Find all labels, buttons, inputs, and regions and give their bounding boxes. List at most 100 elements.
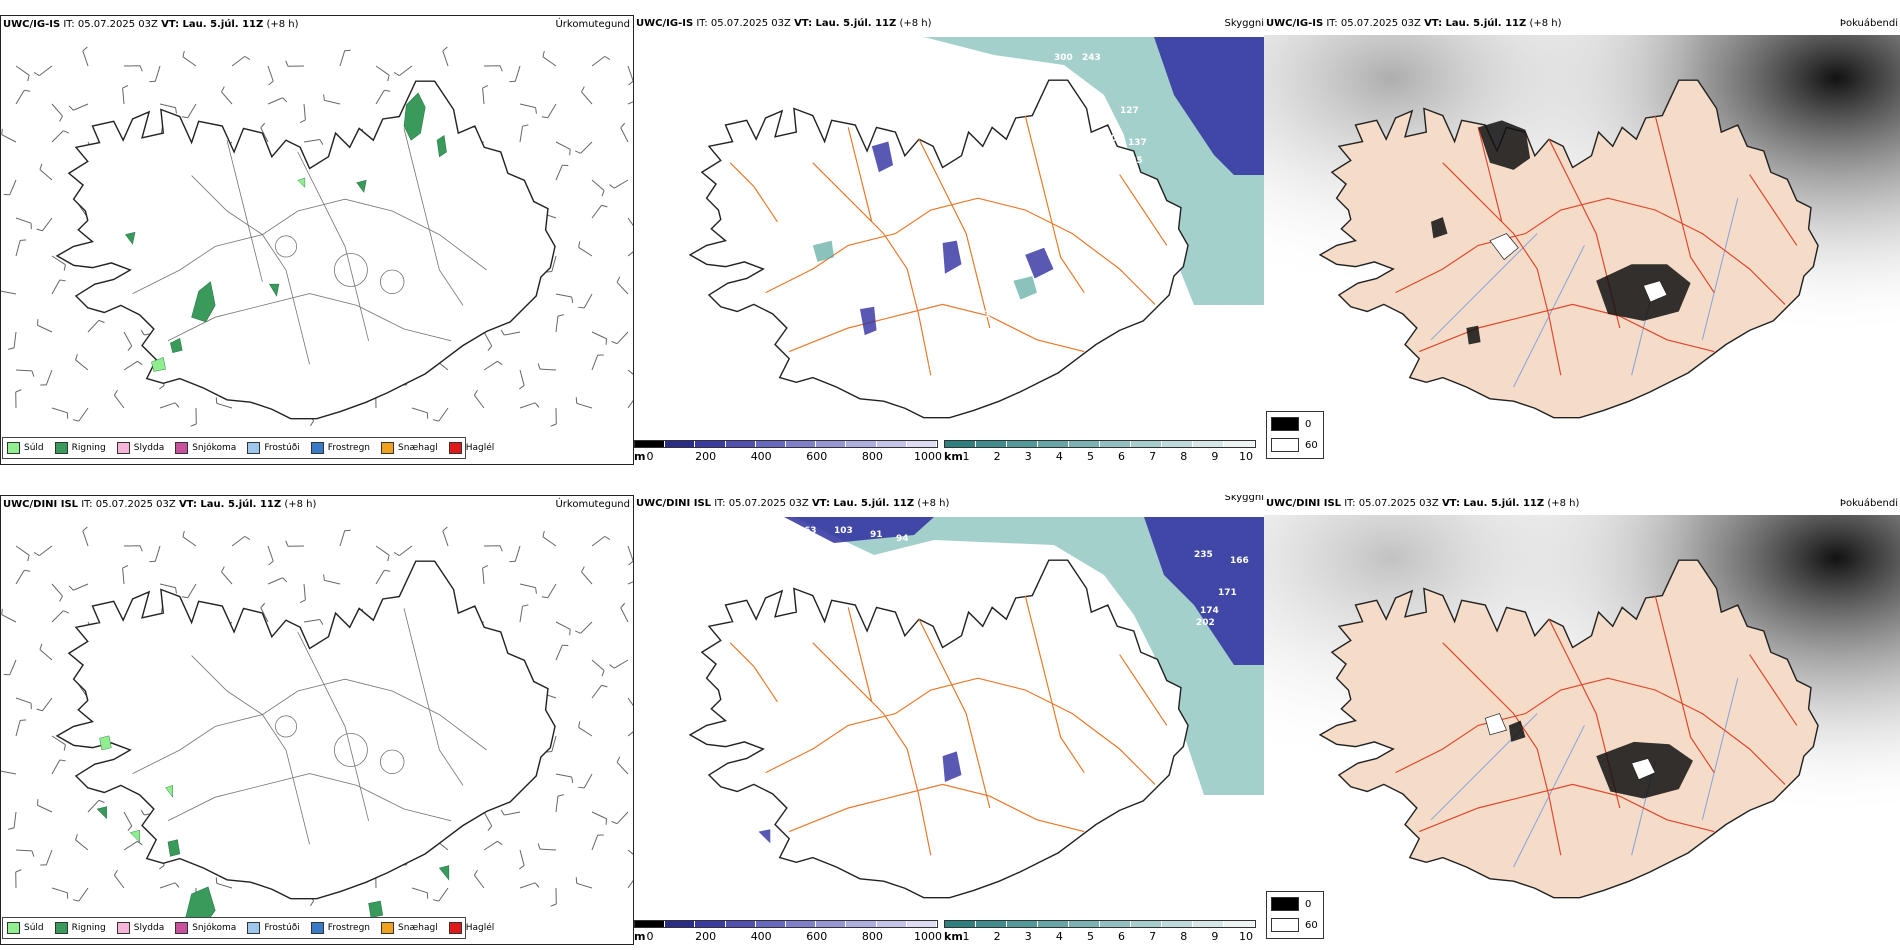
wind-barb (483, 331, 493, 347)
wind-barb (583, 293, 593, 309)
wind-barb-flag (535, 107, 537, 114)
wind-barb-flag (578, 241, 581, 248)
wind-barb-flag (137, 360, 143, 366)
wind-barb (482, 568, 485, 585)
fog-panel-top: UWC/IG-IS IT: 05.07.2025 03Z VT: Lau. 5.… (1264, 15, 1900, 465)
precip-map (1, 46, 633, 427)
legend-swatch (175, 922, 189, 934)
colorbar-tick: 800 (861, 930, 883, 943)
wind-barb (1, 290, 17, 295)
wind-barb-flag (616, 276, 621, 283)
wind-barb (123, 811, 133, 827)
wind-barb (583, 773, 593, 789)
wind-barb (51, 610, 64, 623)
wind-barb-flag (482, 564, 489, 569)
cloudbase-value: 171 (1218, 588, 1237, 598)
cloudbase-colorbar: m 0 200 400 600 800 1000 (634, 440, 944, 465)
wind-barb-flag (268, 80, 274, 86)
wind-barb-flag (15, 869, 22, 873)
wind-barb (159, 882, 176, 889)
colorbar-tick: 800 (861, 450, 883, 463)
legend-item: Slydda (116, 922, 164, 934)
wind-barb-flag (571, 776, 574, 784)
wind-barb (51, 130, 64, 143)
wind-barb (627, 251, 633, 257)
wind-barb-flag (537, 363, 541, 370)
wind-barb (581, 571, 593, 585)
wind-barb-flag (139, 545, 143, 552)
wind-barb (123, 331, 133, 347)
wind-barb-flag (113, 869, 118, 876)
cloudbase-value: 127 (1120, 106, 1139, 116)
wind-barb (15, 849, 33, 852)
wind-barb-flag (82, 46, 88, 52)
wind-barb-flag (534, 882, 540, 888)
colorbar-tick: 10 (1239, 930, 1253, 943)
wind-barb (75, 359, 89, 371)
colorbar-cell (695, 441, 726, 447)
wind-barb (154, 65, 161, 82)
unit-label: km (944, 450, 963, 463)
wind-barb-flag (497, 360, 503, 366)
wind-barb-flag (268, 560, 274, 566)
wind-barb-flag (393, 552, 400, 557)
wind-barb-flag (384, 569, 391, 572)
legend-label: Haglél (465, 443, 495, 453)
unit-label: km (944, 930, 963, 943)
wind-barb-flag (442, 46, 448, 52)
colorbar-cell (1100, 441, 1131, 447)
legend-label: Frostregn (327, 443, 371, 453)
wind-barb-flag (537, 843, 541, 850)
wind-barb (627, 849, 633, 855)
wind-barb-flag (522, 124, 529, 127)
legend-item: Frostúði (247, 922, 300, 934)
wind-barb (260, 607, 269, 623)
wind-barb (555, 621, 571, 630)
wind-barb (442, 50, 449, 67)
wind-barb (216, 402, 233, 409)
cloudbase-value: 235 (1194, 550, 1213, 560)
wind-barb-flag (319, 139, 324, 145)
wind-barb (519, 103, 536, 109)
legend-label: Haglél (465, 923, 495, 933)
legend-label: 0 (1305, 418, 1312, 430)
legend-item: Snæhagl (381, 922, 438, 934)
wind-barb (113, 874, 125, 889)
wind-barb (51, 887, 68, 894)
wind-barb (591, 834, 599, 851)
wind-barb (555, 141, 571, 150)
wind-barb-flag (221, 86, 225, 93)
cloudbase-value: 91 (870, 530, 883, 540)
legend-label: Súld (24, 923, 44, 933)
wind-barb-flag (59, 595, 63, 602)
wind-barb-flag (609, 184, 615, 189)
legend-item: Súld (7, 442, 44, 454)
wind-barb-flag (387, 75, 390, 82)
wind-barb (13, 811, 17, 828)
legend-swatch (116, 442, 130, 454)
colorbar-tick: 200 (695, 450, 717, 463)
wind-barb-flag (601, 190, 605, 197)
wind-barb-flag (542, 50, 545, 57)
wind-barb (627, 399, 633, 409)
colorbar-tick: 1 (962, 930, 970, 943)
colorbar-cell (876, 921, 907, 927)
colorbar-cell (725, 921, 756, 927)
wind-barb-flag (182, 530, 185, 537)
wind-barb-flag (59, 759, 66, 762)
colorbar-cell (1038, 441, 1069, 447)
wind-barb (123, 840, 138, 851)
wind-barb-flag (601, 684, 608, 688)
colorbar-cell (1193, 921, 1224, 927)
cloudbase-value: 276 (1062, 600, 1081, 610)
wind-barb (159, 402, 176, 409)
wind-barb (627, 65, 633, 82)
wind-barb (438, 407, 449, 422)
legend-label: Rigning (71, 923, 106, 933)
wind-barb (187, 103, 197, 118)
wind-barb (375, 570, 385, 585)
colorbar-tick: 0 (646, 930, 654, 943)
wind-barb (15, 369, 33, 372)
wind-barb (627, 581, 633, 585)
